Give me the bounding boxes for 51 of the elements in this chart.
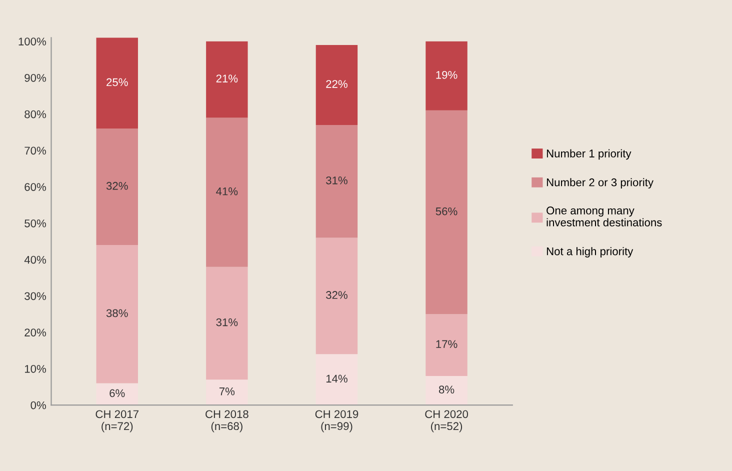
- bar: [206, 380, 248, 406]
- y-tick-label: 90%: [24, 74, 46, 82]
- y-tick-label: 0%: [30, 401, 46, 410]
- bar: [426, 110, 468, 314]
- bar: [316, 238, 358, 354]
- bar: [316, 124, 358, 238]
- x-tick-label: CH 2020 (n=52): [425, 410, 468, 432]
- bar: [316, 44, 358, 125]
- data-label: 31%: [216, 318, 238, 326]
- legend-label: Not a high priority: [546, 247, 634, 258]
- y-tick-label: 30%: [24, 292, 46, 300]
- x-tick-label: CH 2018 (n=68): [206, 410, 248, 432]
- data-label: 21%: [216, 74, 238, 82]
- data-label: 17%: [436, 340, 458, 348]
- y-tick-label: 80%: [24, 110, 46, 118]
- x-tick-label: CH 2019 (n=99): [315, 410, 358, 432]
- y-tick-label: 10%: [24, 364, 46, 373]
- bar: [316, 354, 358, 406]
- bar: [96, 245, 138, 384]
- bar: [426, 376, 468, 406]
- data-label: 41%: [216, 187, 238, 196]
- bar: [96, 128, 138, 246]
- y-tick-label: 20%: [24, 328, 46, 336]
- y-tick-label: 60%: [24, 183, 46, 191]
- x-tick-label: CH 2017 (n=72): [96, 410, 138, 432]
- legend-label: One among many investment destinations: [546, 206, 662, 226]
- bar: [96, 383, 138, 406]
- y-tick-label: 100%: [18, 38, 46, 46]
- bar: [426, 41, 468, 110]
- bar: [426, 314, 468, 376]
- legend-label: Number 2 or 3 priority: [546, 178, 654, 188]
- data-label: 31%: [326, 176, 348, 184]
- data-label: 7%: [219, 387, 235, 396]
- data-label: 14%: [326, 374, 348, 383]
- data-label: 32%: [326, 291, 348, 299]
- data-label: 32%: [106, 182, 128, 190]
- y-tick-label: 50%: [24, 219, 46, 228]
- data-label: 6%: [110, 389, 125, 398]
- data-label: 25%: [106, 78, 128, 86]
- data-label: 56%: [436, 207, 458, 216]
- data-label: 22%: [326, 80, 348, 88]
- y-tick-label: 70%: [24, 146, 46, 155]
- legend-label: Number 1 priority: [546, 149, 632, 160]
- bar: [206, 118, 248, 267]
- bar: [96, 38, 138, 129]
- bar: [206, 41, 248, 118]
- data-label: 38%: [106, 309, 128, 318]
- y-tick-label: 40%: [24, 256, 46, 264]
- data-label: 8%: [438, 386, 454, 394]
- bar: [206, 266, 248, 380]
- data-label: 19%: [436, 70, 458, 79]
